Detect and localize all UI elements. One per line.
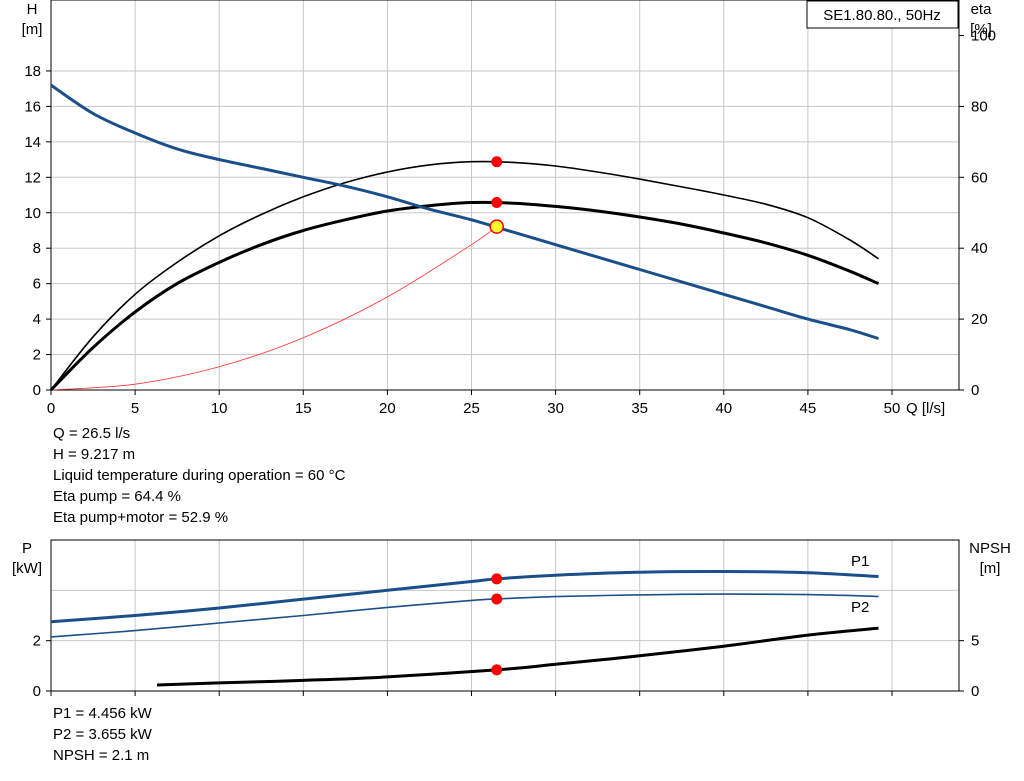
x-tick-label: 50 [884,400,901,417]
npsh-readout: NPSH = 2.1 m [53,747,150,764]
top-plot-frame [50,0,960,391]
power-axis-unit: [kW] [12,560,42,577]
flow-readout: Q = 26.5 l/s [53,425,131,442]
bottom-chart-series [50,569,879,687]
head-tick-label: 10 [24,205,41,222]
x-tick-label: 10 [211,400,228,417]
operating-point-readout: Q = 26.5 l/s H = 9.217 m Liquid temperat… [53,423,345,528]
head-tick-label: 14 [24,134,41,151]
power-axis-label: P [22,540,32,557]
eta-pump-curve [50,160,879,391]
x-tick-label: 0 [47,400,55,417]
head-tick-label: 6 [33,276,41,293]
temperature-readout: Liquid temperature during operation = 60… [53,467,346,484]
top-chart-series [49,83,880,392]
flow-axis-label: Q [l/s] [906,400,945,417]
p1-curve [50,569,879,624]
x-tick-label: 20 [379,400,396,417]
head-tick-label: 2 [33,347,41,364]
eta-pump-motor-curve [49,200,880,392]
x-tick-label: 5 [131,400,139,417]
duty-point [489,219,504,234]
model-legend-text: SE1.80.80., 50Hz [823,7,941,24]
head-tick-label: 18 [24,63,41,80]
eta-tick-label: 80 [971,98,988,115]
npsh-axis-unit: [m] [980,560,1001,577]
model-legend-box [806,0,959,29]
head-tick-label: 16 [24,98,41,115]
power-readout: P1 = 4.456 kW P2 = 3.655 kW NPSH = 2.1 m [53,703,152,766]
bottom-plot-frame [50,539,960,692]
eta-pump-readout: Eta pump = 64.4 % [53,488,181,505]
npsh-axis-label: NPSH [969,540,1011,557]
power-tick-label: 0 [33,683,41,700]
p2-curve [50,593,879,638]
x-tick-label: 45 [800,400,817,417]
eta-tick-label: 60 [971,169,988,186]
p1-operating-point [491,573,503,585]
head-tick-label: 8 [33,240,41,257]
npsh-tick-label: 0 [971,683,979,700]
eta-tick-label: 0 [971,382,979,399]
p2-series-label: P2 [851,599,869,616]
eta-tick-label: 20 [971,311,988,328]
npsh-operating-point [491,664,503,676]
p2-operating-point [491,593,503,605]
eta-axis-label: eta [971,1,993,18]
npsh-tick-label: 5 [971,633,979,650]
p1-series-label: P1 [851,553,869,570]
head-curve [50,83,879,341]
eta-axis-unit: [%] [970,21,992,38]
p2-readout: P2 = 3.655 kW [53,726,152,743]
head-readout: H = 9.217 m [53,446,136,463]
top-chart-grid [50,0,959,391]
eta-pump-operating-point [491,156,503,168]
head-tick-label: 12 [24,169,41,186]
head-axis-label: H [27,1,38,18]
eta-pump-motor-operating-point [491,196,503,208]
x-tick-label: 15 [295,400,312,417]
p1-readout: P1 = 4.456 kW [53,705,152,722]
head-tick-label: 4 [33,311,41,328]
head-tick-label: 0 [33,382,41,399]
top-chart-ticks: 0 5 10 15 20 25 30 35 40 45 50 0 2 4 6 8 10 12 14 16 18 0 20 40… [24,28,996,418]
npsh-curve [156,626,879,687]
x-tick-label: 25 [463,400,480,417]
eta-tick-label: 100 [971,28,996,45]
system-curve [50,226,497,391]
x-tick-label: 30 [547,400,564,417]
eta-tick-label: 40 [971,240,988,257]
head-axis-unit: [m] [22,21,43,38]
x-tick-label: 35 [631,400,648,417]
x-tick-label: 40 [715,400,732,417]
eta-pump-motor-readout: Eta pump+motor = 52.9 % [53,509,229,526]
bottom-chart-ticks: 0 2 0 5 [33,633,980,700]
power-tick-label: 2 [33,633,41,650]
